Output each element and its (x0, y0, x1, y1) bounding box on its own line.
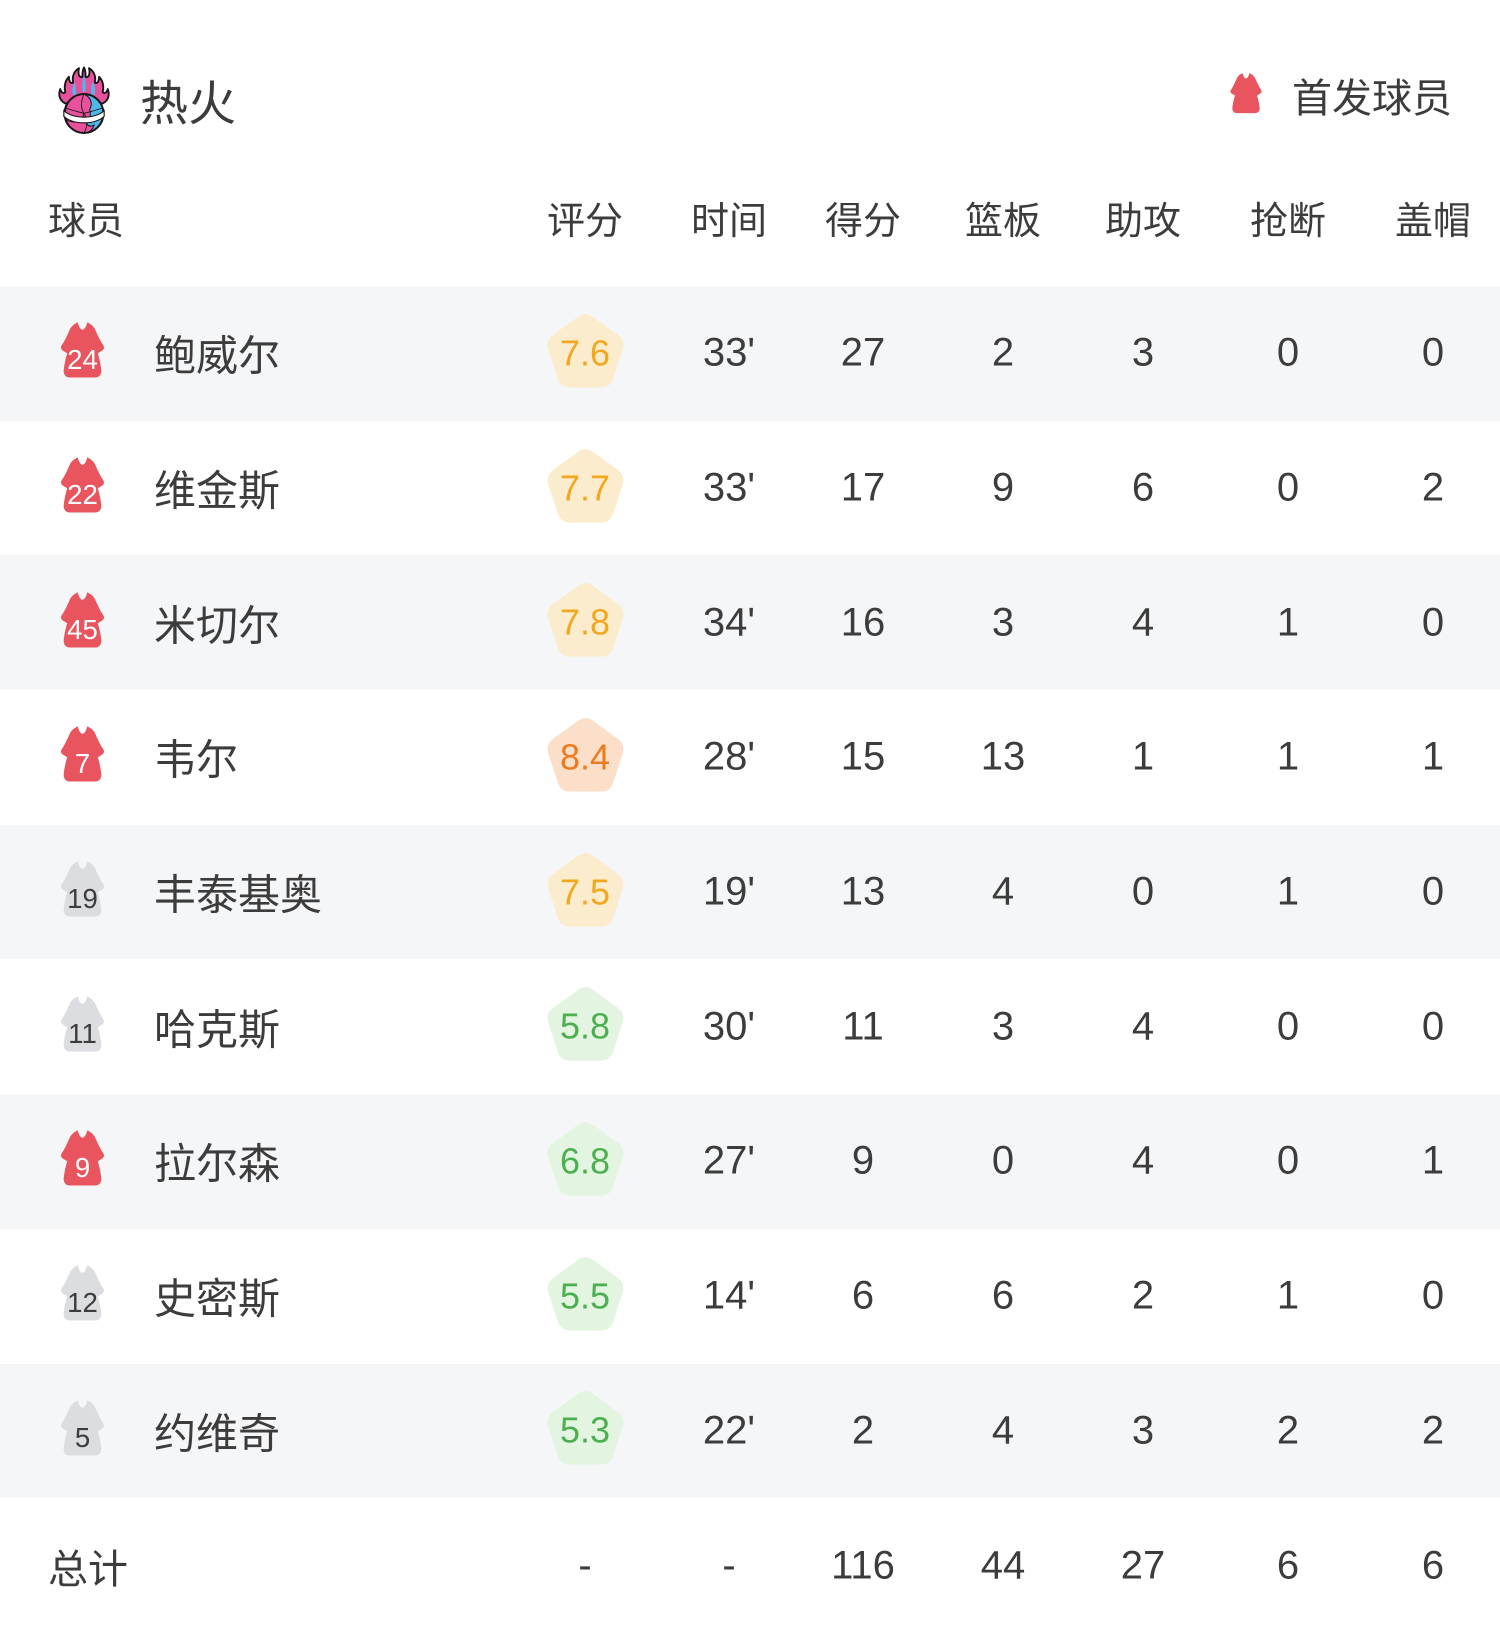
svg-text:22: 22 (67, 479, 98, 510)
svg-text:7: 7 (75, 748, 90, 779)
svg-text:24: 24 (67, 344, 98, 375)
svg-text:11: 11 (68, 1018, 97, 1049)
svg-text:19: 19 (67, 883, 98, 914)
svg-text:45: 45 (67, 614, 98, 645)
svg-text:9: 9 (75, 1152, 90, 1183)
svg-text:5: 5 (75, 1422, 90, 1453)
svg-text:12: 12 (67, 1287, 98, 1318)
